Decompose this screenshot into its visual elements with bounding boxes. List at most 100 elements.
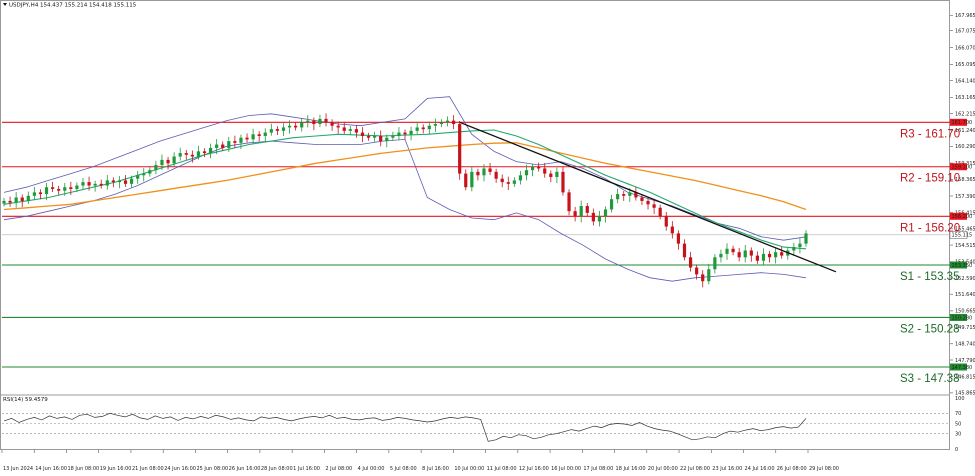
price-tick-label: 147.790 [955,358,975,364]
price-tick-label: 151.640 [955,292,975,298]
price-tick-label: 163.165 [955,95,975,101]
candle-body [628,192,632,196]
price-tick-label: 165.095 [955,62,975,68]
level-price-tag [950,118,967,126]
price-tick-label: 161.240 [955,128,975,134]
candle-body [616,194,620,200]
level-label: R1 - 156.20 [900,222,960,234]
candle-body [129,178,134,184]
time-tick-label: 18 Jul 16:00 [616,466,646,472]
candle-body [239,137,243,143]
candle-body [433,124,437,126]
candle-body [208,147,213,154]
price-tick-label: 148.740 [955,342,975,348]
candle-body [409,130,413,135]
candle-body [567,192,571,212]
candle-body [585,206,589,213]
candle-body [713,257,717,270]
candle-body [682,243,687,258]
candle-body [26,195,30,201]
candle-body [196,151,201,157]
symbol-label: USDJPY,H4 [9,3,39,9]
candle-body [263,132,267,136]
level-label: R2 - 159.10 [900,173,960,185]
time-tick-label: 5 Jul 08:00 [390,466,417,472]
rsi-label: RSI(14) 59.4579 [3,397,48,403]
time-tick-label: 23 Jul 16:00 [712,466,742,472]
time-tick-label: 19 Jun 16:00 [100,466,132,472]
candle-body [470,171,474,188]
candle-body [579,206,583,217]
candle-body [403,132,407,135]
candle-body [731,248,735,253]
candle-body [452,120,456,125]
price-tick-label: 158.365 [955,177,975,183]
candle-body [227,141,231,148]
time-tick-label: 2 Jul 08:00 [325,466,352,472]
price-tick-label: 166.070 [955,45,975,51]
time-tick-label: 25 Jun 08:00 [196,466,228,472]
candle-body [506,182,510,184]
candle-body [281,127,286,131]
candle-body [701,274,705,282]
candle-body [512,180,516,184]
rsi-tick-label: 0 [955,447,958,453]
price-tick-label: 164.140 [955,78,975,84]
time-tick-label: 16 Jul 00:00 [551,466,581,472]
candle-body [391,135,395,138]
candle-body [142,173,146,176]
candle-body [688,257,693,268]
candle-body [792,247,796,251]
level-price-tag [950,363,967,371]
candle-body [373,135,377,138]
candle-body [500,178,504,183]
candle-body [676,233,681,244]
level-price-tag-text: 156.200 [952,214,973,220]
candle-body [573,211,577,217]
candle-body [439,122,444,125]
price-tick-label: 152.590 [955,276,975,282]
time-tick-label: 1 Jul 16:00 [293,466,320,472]
candle-body [561,171,565,193]
time-tick-label: 24 Jul 16:00 [745,466,775,472]
candle-body [123,180,128,184]
candle-body [136,175,140,179]
candle-body [385,137,389,142]
candle-body [774,252,778,258]
level-price-tag [950,261,967,269]
rsi-line [3,412,807,442]
time-tick-label: 10 Jul 00:00 [454,466,484,472]
level-label: S1 - 153.35 [900,271,959,283]
candle-body [245,137,249,140]
candle-body [695,267,699,275]
candle-body [737,252,741,258]
candle-body [148,170,152,174]
candle-body [421,127,425,130]
time-tick-label: 17 Jul 08:00 [583,466,613,472]
candle-body [634,192,638,198]
slow-ma-line [3,142,807,211]
price-tick-label: 162.215 [955,111,975,117]
candle-body [324,118,328,123]
candle-body [275,129,280,131]
current-price-label: 155.115 [952,233,973,239]
candle-body [8,200,12,203]
level-label: S3 - 147.38 [900,373,959,385]
chart-header: USDJPY,H4 154.437 155.214 154.418 155.11… [3,3,137,9]
level-price-tag-text: 159.100 [952,165,973,171]
candle-body [287,125,292,128]
level-price-tag [950,212,967,220]
candle-body [646,200,650,205]
candle-body [342,127,346,131]
candle-body [51,187,55,189]
level-price-tag [950,163,967,171]
candle-body [652,204,656,208]
candle-body [530,166,535,171]
time-tick-label: 14 Jun 16:00 [35,466,67,472]
candle-body [111,180,115,183]
candle-body [294,125,298,128]
candle-body [160,159,164,166]
candle-body [166,159,170,164]
candle-body [555,171,559,177]
